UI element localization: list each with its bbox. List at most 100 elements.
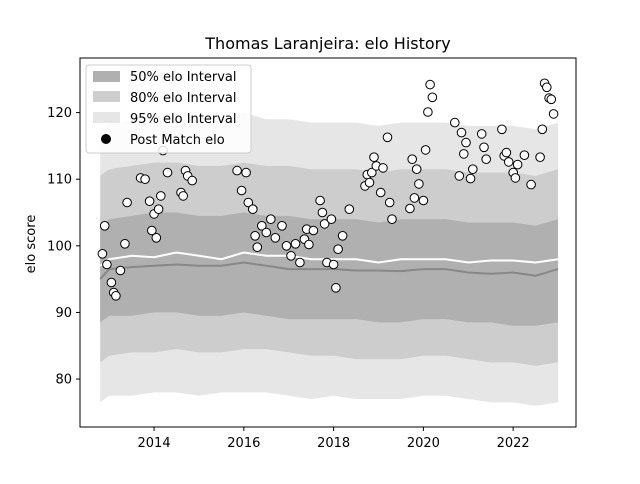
data-point — [326, 214, 337, 224]
data-point — [232, 165, 242, 176]
data-point — [315, 195, 325, 206]
legend-label-95: 95% elo Interval — [130, 112, 237, 127]
data-point — [144, 196, 155, 206]
data-point — [387, 214, 397, 224]
data-point — [331, 283, 341, 293]
data-point — [248, 204, 258, 214]
data-point — [367, 167, 377, 178]
y-axis: 80 90 100 110 120 — [47, 106, 80, 388]
data-point — [140, 174, 150, 184]
legend-label-50: 50% elo Interval — [130, 70, 237, 85]
data-point — [364, 177, 375, 188]
data-point — [147, 225, 157, 236]
data-point — [519, 150, 530, 160]
data-point — [418, 195, 429, 206]
data-point — [308, 225, 319, 236]
data-point — [510, 173, 521, 183]
y-axis-label: elo score — [24, 215, 39, 274]
post-match-points — [97, 78, 559, 301]
data-point — [102, 259, 112, 270]
trend-lines — [99, 251, 559, 280]
x-axis: 2014 2016 2018 2020 2022 — [138, 427, 530, 451]
data-point — [151, 233, 162, 243]
data-point — [156, 191, 166, 201]
data-point — [99, 221, 110, 231]
data-point — [512, 159, 523, 170]
legend: 50% elo Interval 80% elo Interval 95% el… — [85, 64, 252, 154]
legend-swatch-80 — [93, 91, 120, 102]
legend-marker-post-match — [101, 134, 111, 144]
y-tick-label: 120 — [47, 106, 72, 121]
data-point — [526, 179, 536, 190]
data-point — [537, 124, 548, 135]
data-point — [465, 173, 476, 184]
data-point — [501, 147, 512, 158]
data-point — [456, 127, 467, 138]
data-point — [111, 291, 121, 301]
data-point — [423, 107, 433, 117]
data-point — [407, 154, 418, 164]
data-point — [369, 152, 379, 162]
data-point — [317, 207, 328, 218]
data-point — [375, 187, 386, 198]
data-point — [450, 117, 460, 128]
data-point — [187, 175, 197, 186]
data-point — [425, 79, 435, 90]
data-point — [344, 204, 355, 214]
data-point — [304, 239, 314, 250]
mean-line — [99, 251, 559, 267]
data-point — [236, 185, 247, 196]
data-point — [476, 129, 487, 139]
legend-label-80: 80% elo Interval — [130, 91, 237, 106]
data-point — [546, 94, 557, 105]
plot-frame — [79, 57, 577, 428]
x-tick-label: 2018 — [317, 436, 350, 451]
data-point — [481, 154, 492, 164]
data-point — [241, 167, 251, 178]
data-point — [542, 82, 552, 93]
data-point — [459, 149, 469, 159]
data-point — [337, 231, 348, 241]
data-point — [277, 221, 287, 231]
data-point — [405, 203, 415, 214]
data-point — [295, 257, 305, 268]
plot-area — [79, 57, 577, 428]
data-point — [122, 197, 132, 208]
data-point — [120, 239, 130, 249]
data-point — [250, 231, 260, 241]
data-point — [548, 109, 559, 119]
data-point — [178, 191, 188, 201]
x-tick-label: 2020 — [407, 436, 440, 451]
data-point — [461, 137, 471, 148]
data-point — [384, 197, 395, 208]
data-point — [468, 164, 478, 174]
data-point — [252, 242, 263, 252]
data-point — [454, 171, 465, 181]
data-point — [319, 219, 330, 229]
y-tick-label: 100 — [47, 239, 72, 254]
data-point — [497, 124, 507, 135]
data-point — [97, 249, 108, 259]
data-point — [153, 204, 164, 214]
data-point — [411, 164, 422, 174]
legend-swatch-95 — [93, 112, 120, 123]
data-point — [328, 259, 339, 270]
x-tick-label: 2016 — [227, 436, 260, 451]
data-point — [243, 197, 254, 208]
data-point — [420, 145, 431, 155]
data-point — [479, 142, 489, 153]
legend-label-post-match: Post Match elo — [130, 133, 225, 148]
x-tick-label: 2014 — [138, 436, 171, 451]
data-point — [535, 152, 545, 162]
data-point — [414, 179, 424, 189]
median-line — [99, 261, 559, 280]
chart-title: Thomas Laranjeira: elo History — [204, 34, 450, 53]
y-tick-label: 90 — [55, 306, 72, 321]
data-point — [382, 132, 393, 143]
y-tick-label: 110 — [47, 173, 72, 188]
data-point — [261, 227, 272, 238]
data-point — [106, 277, 117, 288]
data-point — [503, 157, 514, 167]
